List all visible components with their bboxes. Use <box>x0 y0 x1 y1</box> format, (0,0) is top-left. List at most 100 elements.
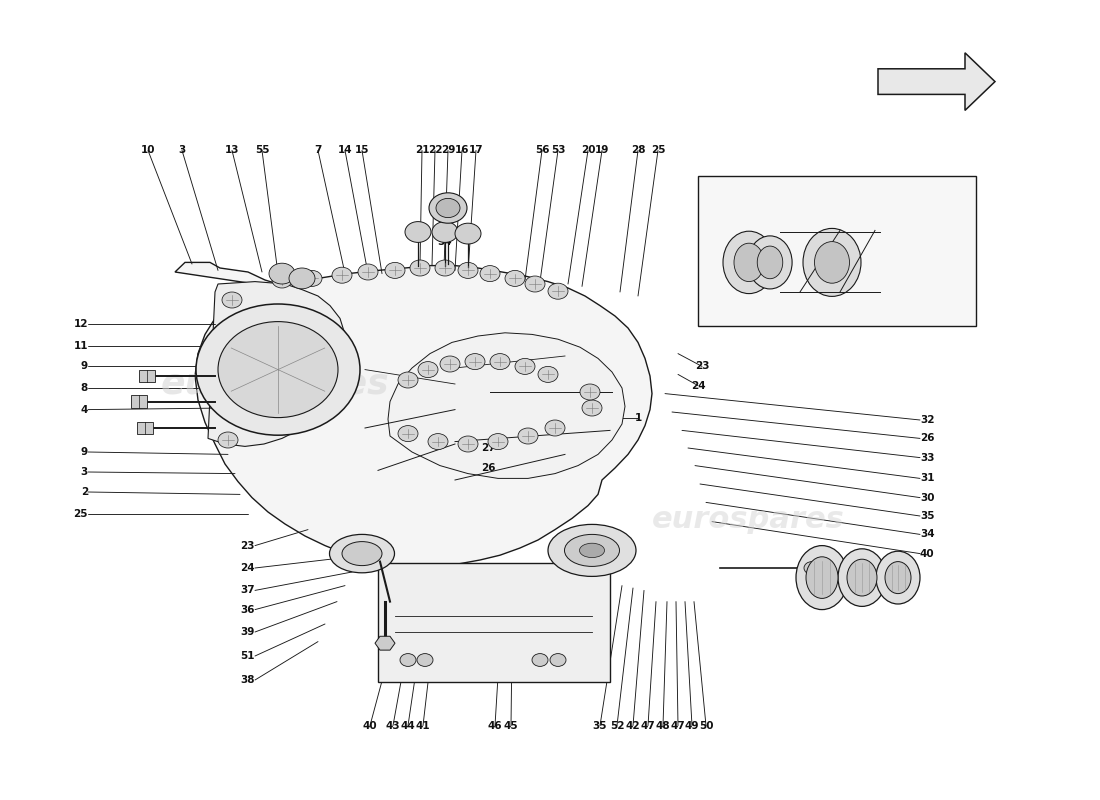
Ellipse shape <box>342 542 382 566</box>
Text: 15: 15 <box>354 146 370 155</box>
Text: 1: 1 <box>635 413 641 422</box>
Ellipse shape <box>564 534 619 566</box>
Text: 17: 17 <box>469 146 483 155</box>
Text: 45: 45 <box>504 721 518 730</box>
Text: 3: 3 <box>80 467 88 477</box>
Text: 14: 14 <box>338 146 352 155</box>
Text: 38: 38 <box>241 675 255 685</box>
Circle shape <box>488 434 508 450</box>
Ellipse shape <box>580 543 605 558</box>
Text: 51: 51 <box>241 651 255 661</box>
Text: 8: 8 <box>80 383 88 393</box>
Text: 50: 50 <box>698 721 713 730</box>
Circle shape <box>580 384 600 400</box>
Text: 10: 10 <box>141 146 155 155</box>
Circle shape <box>458 262 478 278</box>
Text: 56: 56 <box>535 146 549 155</box>
Text: 25: 25 <box>74 509 88 518</box>
Text: 5: 5 <box>738 189 746 198</box>
Text: 31: 31 <box>920 474 935 483</box>
Circle shape <box>417 654 433 666</box>
Text: 27: 27 <box>481 443 495 453</box>
Text: 2: 2 <box>767 189 773 198</box>
Text: 18: 18 <box>813 189 827 198</box>
Ellipse shape <box>734 243 764 282</box>
Text: 24: 24 <box>241 563 255 573</box>
Circle shape <box>332 267 352 283</box>
Text: 32: 32 <box>920 415 935 425</box>
Ellipse shape <box>330 534 395 573</box>
Text: 21: 21 <box>415 146 429 155</box>
Circle shape <box>418 362 438 378</box>
Ellipse shape <box>796 546 848 610</box>
Text: 37: 37 <box>241 586 255 595</box>
Ellipse shape <box>814 242 849 283</box>
Circle shape <box>272 272 292 288</box>
Text: 3: 3 <box>178 146 186 155</box>
Circle shape <box>196 304 360 435</box>
Circle shape <box>358 264 378 280</box>
Circle shape <box>410 260 430 276</box>
Text: 25: 25 <box>651 146 666 155</box>
Text: 23: 23 <box>695 362 710 371</box>
Circle shape <box>270 263 295 284</box>
Text: 34: 34 <box>920 530 935 539</box>
Text: 13: 13 <box>224 146 240 155</box>
Ellipse shape <box>748 236 792 289</box>
Text: 9: 9 <box>81 362 88 371</box>
Ellipse shape <box>806 557 838 598</box>
Text: 33: 33 <box>920 453 935 462</box>
Ellipse shape <box>886 562 911 594</box>
Ellipse shape <box>723 231 776 294</box>
Text: eurospares: eurospares <box>651 506 845 534</box>
Text: eurospares: eurospares <box>161 367 389 401</box>
Text: 40: 40 <box>363 721 377 730</box>
Circle shape <box>400 654 416 666</box>
Text: 24: 24 <box>691 381 705 390</box>
Ellipse shape <box>876 551 920 604</box>
Circle shape <box>434 260 455 276</box>
Text: 2: 2 <box>80 487 88 497</box>
Circle shape <box>804 562 820 574</box>
Text: 9: 9 <box>81 447 88 457</box>
Bar <box>698 176 976 326</box>
Text: 30: 30 <box>920 493 935 502</box>
Text: 23: 23 <box>241 541 255 550</box>
Text: 44: 44 <box>400 721 416 730</box>
Text: 42: 42 <box>626 721 640 730</box>
Text: 26: 26 <box>920 434 935 443</box>
Circle shape <box>490 354 510 370</box>
Circle shape <box>428 434 448 450</box>
Circle shape <box>440 356 460 372</box>
Circle shape <box>458 436 478 452</box>
Circle shape <box>218 322 338 418</box>
Text: 53: 53 <box>551 146 565 155</box>
Circle shape <box>398 426 418 442</box>
FancyBboxPatch shape <box>378 563 610 682</box>
Text: 55: 55 <box>255 146 270 155</box>
Circle shape <box>525 276 544 292</box>
Circle shape <box>515 358 535 374</box>
Circle shape <box>532 654 548 666</box>
Circle shape <box>548 283 568 299</box>
Circle shape <box>518 428 538 444</box>
Circle shape <box>432 222 458 242</box>
Text: 35: 35 <box>920 511 935 521</box>
Circle shape <box>538 366 558 382</box>
Text: 43: 43 <box>386 721 400 730</box>
Circle shape <box>222 292 242 308</box>
Text: 6: 6 <box>706 189 714 198</box>
Ellipse shape <box>847 559 877 596</box>
Text: 20: 20 <box>581 146 595 155</box>
Circle shape <box>550 654 566 666</box>
Text: 12: 12 <box>74 319 88 329</box>
Text: 52: 52 <box>609 721 625 730</box>
Text: 26: 26 <box>481 463 495 473</box>
Circle shape <box>582 400 602 416</box>
Ellipse shape <box>757 246 783 278</box>
Text: 19: 19 <box>595 146 609 155</box>
Text: 49: 49 <box>684 721 700 730</box>
Bar <box>138 422 153 434</box>
Text: 39: 39 <box>241 627 255 637</box>
Text: 47: 47 <box>640 721 656 730</box>
